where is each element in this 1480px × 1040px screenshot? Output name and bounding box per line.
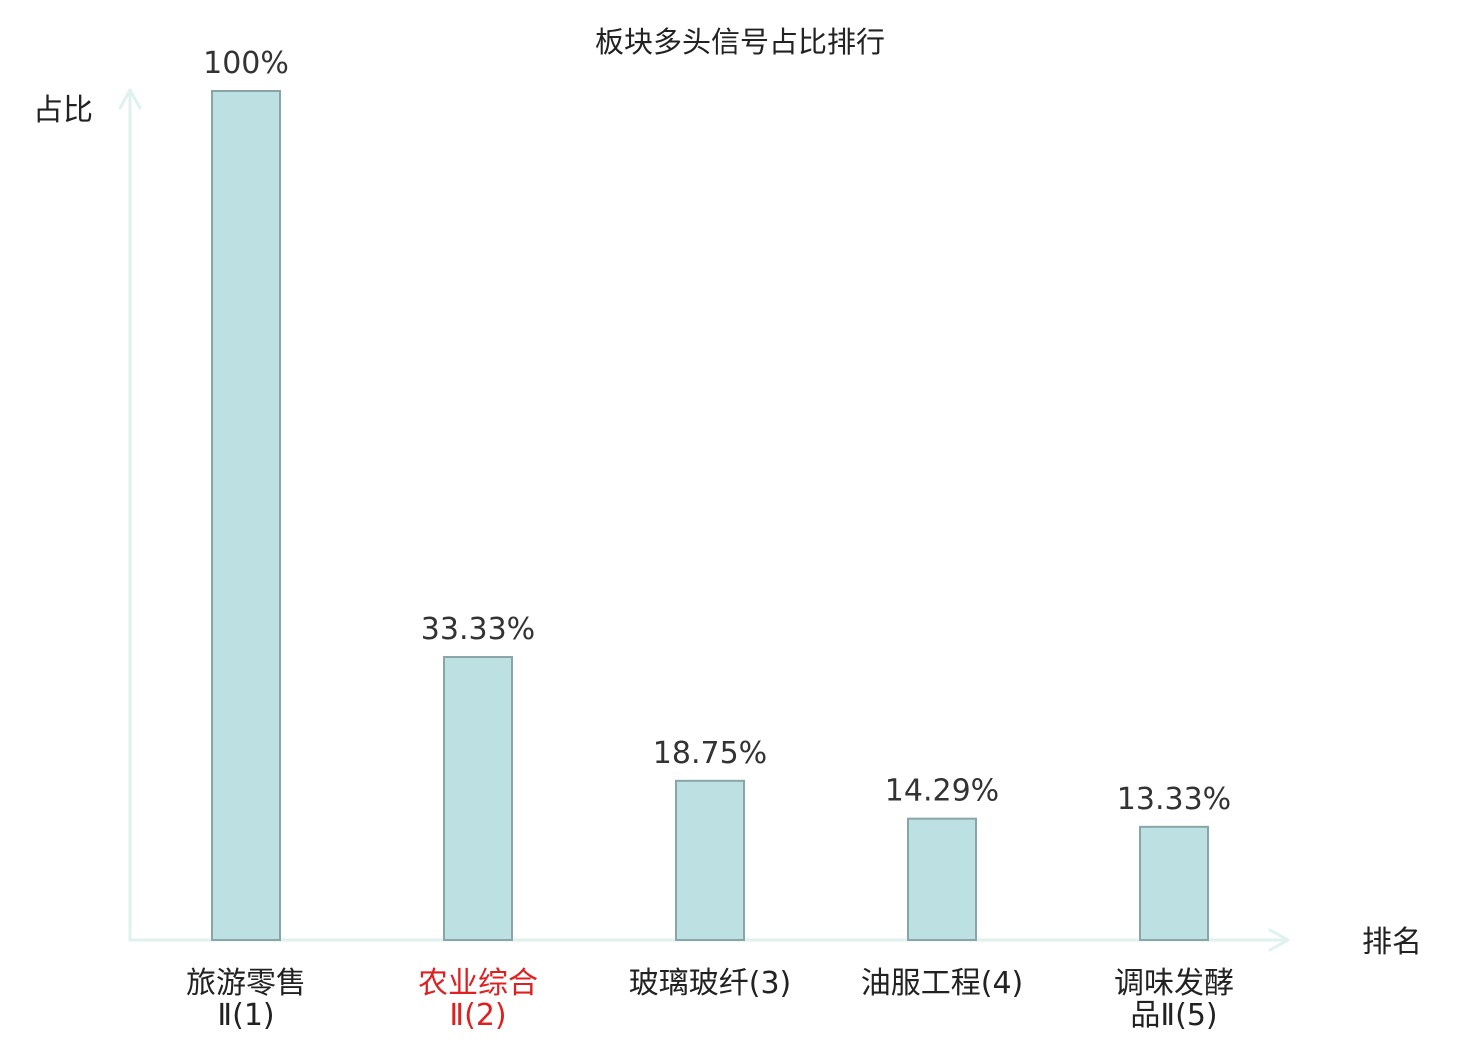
bar xyxy=(907,817,977,942)
category-label-line: 品Ⅱ(5) xyxy=(1130,998,1217,1033)
chart-title: 板块多头信号占比排行 xyxy=(595,25,885,59)
y-axis-label: 占比 xyxy=(33,93,93,128)
category-label-line: 农业综合 xyxy=(418,966,538,1001)
x-axis-arrow xyxy=(1268,928,1290,952)
category-label-line: 旅游零售 xyxy=(186,966,306,1001)
category-label: 油服工程(4) xyxy=(861,966,1024,1001)
bar-value-label: 13.33% xyxy=(1117,782,1231,817)
bar xyxy=(443,656,513,942)
bar xyxy=(675,779,745,941)
category-label-line: 调味发酵 xyxy=(1114,966,1234,1001)
category-labels: 旅游零售 Ⅱ(1) 农业综合 Ⅱ(2) 玻璃玻纤(3) 油服工程(4) 调味发酵品Ⅱ(5) xyxy=(186,966,1234,1033)
value-labels: 100% 33.33% 18.75% 14.29% 13.33% xyxy=(203,46,1231,817)
category-label: 玻璃玻纤(3) xyxy=(629,966,792,1001)
category-label: 调味发酵品Ⅱ(5) xyxy=(1114,966,1234,1033)
bar-value-label: 33.33% xyxy=(421,612,535,647)
category-label-line: Ⅱ(2) xyxy=(449,998,506,1033)
bar xyxy=(211,90,281,941)
bar-value-label: 100% xyxy=(203,46,289,81)
bar-value-label: 18.75% xyxy=(653,736,767,771)
category-label-line: 玻璃玻纤(3) xyxy=(629,966,792,1001)
category-label: 农业综合 Ⅱ(2) xyxy=(418,966,538,1033)
x-axis-label: 排名 xyxy=(1362,925,1422,960)
bar xyxy=(1139,825,1209,942)
category-label: 旅游零售 Ⅱ(1) xyxy=(186,966,306,1033)
y-axis-arrow xyxy=(118,88,142,110)
category-label-line: Ⅱ(1) xyxy=(217,998,274,1033)
bar-value-label: 14.29% xyxy=(885,774,999,809)
category-label-line: 油服工程(4) xyxy=(861,966,1024,1001)
bars xyxy=(211,90,1209,942)
